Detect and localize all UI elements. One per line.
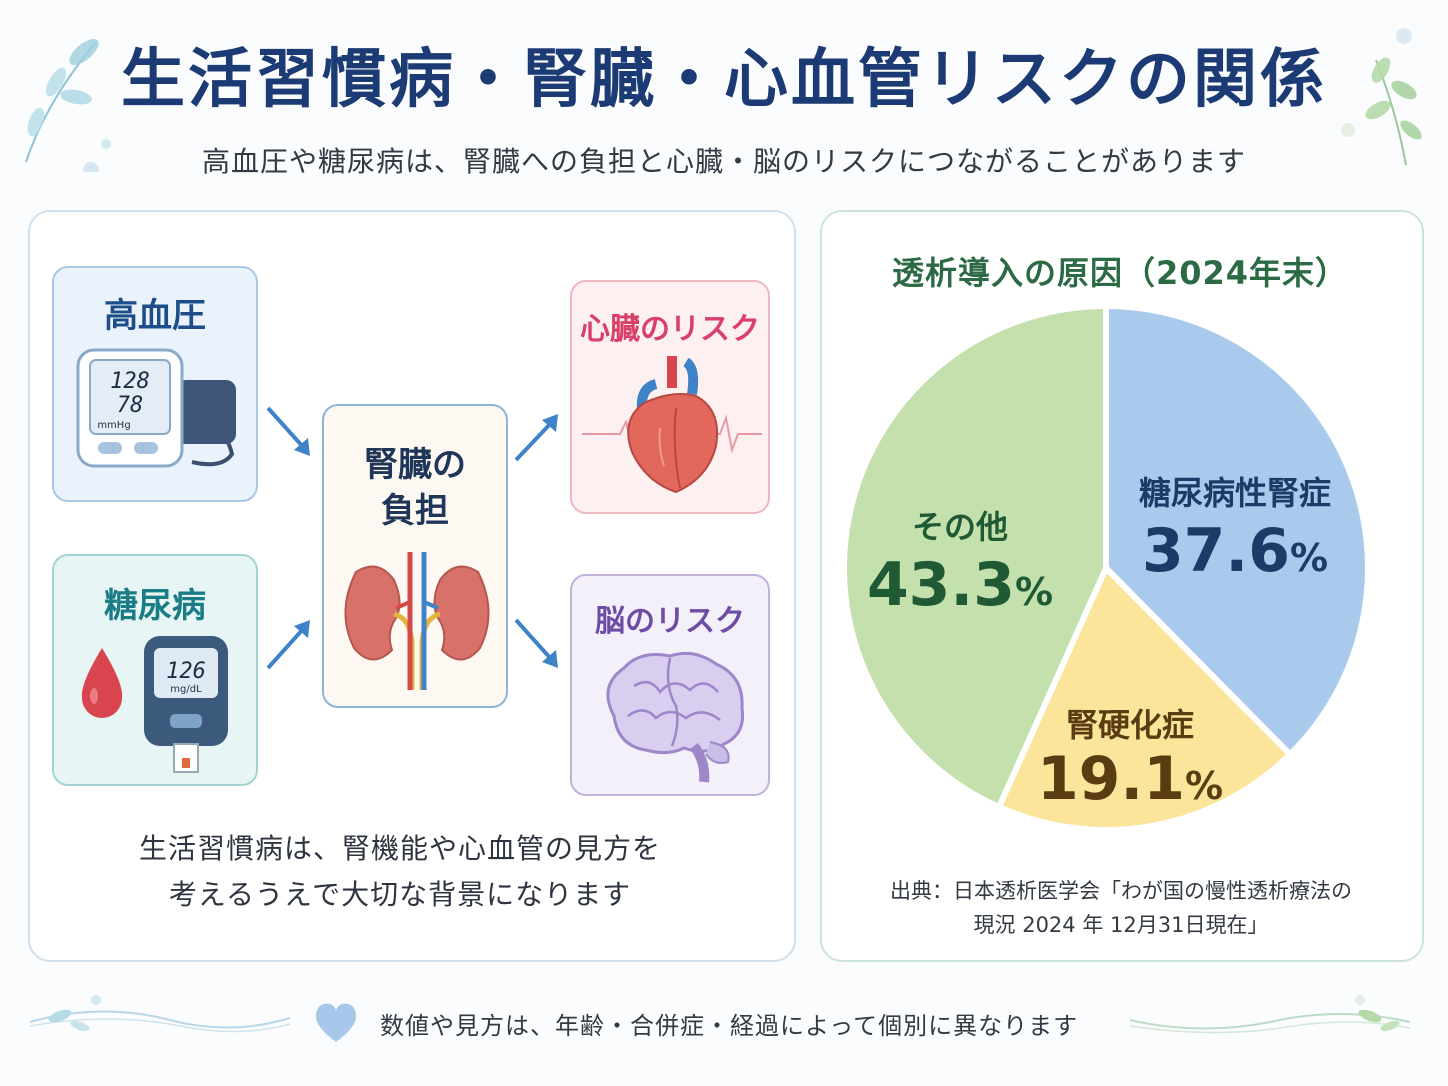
glucose-value: 126 xyxy=(166,659,206,684)
arrow-kidney-to-heart-icon xyxy=(514,414,558,462)
slice-label-diabetic-nephropathy: 糖尿病性腎症 xyxy=(1138,474,1331,512)
heart-risk-label: 心臓のリスク xyxy=(580,312,760,347)
page-subtitle: 高血圧や糖尿病は、腎臓への負担と心臓・脳のリスクにつながることがあります xyxy=(201,145,1246,178)
glucose-meter-icon: 126 mg/dL xyxy=(144,636,228,773)
slice-label-other: その他 xyxy=(911,508,1008,546)
heart-icon xyxy=(582,356,762,494)
brain-icon xyxy=(606,651,745,783)
pie-slice-nephrosclerosis xyxy=(994,562,1295,833)
bp-unit: mmHg xyxy=(97,420,130,431)
footer-note: 数値や見方は、年齢・合併症・経過によって個別に異なります xyxy=(380,1012,1079,1040)
slice-value-nephrosclerosis: 19.1% xyxy=(1036,744,1224,814)
hypertension-label: 高血圧 xyxy=(104,296,206,336)
brain-risk-label: 脳のリスク xyxy=(595,604,745,639)
kidney-burden-card: 腎臓の 負担 xyxy=(322,404,508,708)
pie-chart xyxy=(841,306,1371,833)
slice-value-other: 43.3% xyxy=(866,550,1054,620)
glucose-unit: mg/dL xyxy=(170,684,202,695)
blood-pressure-monitor-icon: 128 78 mmHg xyxy=(76,348,236,468)
lifestyle-disease-note: 生活習慣病は、腎機能や心血管の見方を 考えるうえで大切な背景になります xyxy=(138,832,661,911)
slice-value-diabetic-nephropathy: 37.6% xyxy=(1141,516,1329,586)
footer-vine-right-icon xyxy=(1129,995,1411,1034)
pie-chart-title: 透析導入の原因（2024年末） xyxy=(891,254,1349,292)
hypertension-card: 高血圧 128 78 mmHg xyxy=(52,266,258,502)
source-citation: 出典：日本透析医学会「わが国の慢性透析療法の 現況 2024 年 12月31日現… xyxy=(890,879,1352,937)
diabetes-card: 糖尿病 126 mg/dL xyxy=(52,554,258,786)
arrow-diabetes-to-kidney-icon xyxy=(266,620,310,670)
leaf-decoration-top-right-icon xyxy=(1341,28,1422,166)
kidney-icon xyxy=(344,552,490,690)
systolic-value: 128 xyxy=(110,369,150,394)
brain-risk-card: 脳のリスク xyxy=(570,574,770,796)
footer-vine-left-icon xyxy=(29,995,291,1033)
pie-slice-other xyxy=(841,306,1109,812)
page-title: 生活習慣病・腎臓・心血管リスクの関係 xyxy=(121,43,1327,117)
slice-label-nephrosclerosis: 腎硬化症 xyxy=(1065,706,1194,744)
heart-risk-card: 心臓のリスク xyxy=(570,280,770,514)
leaf-decoration-top-left-icon xyxy=(25,38,111,172)
arrow-hypertension-to-kidney-icon xyxy=(266,406,310,456)
diabetes-label: 糖尿病 xyxy=(104,586,206,626)
heart-icon-footer xyxy=(315,1003,357,1042)
diastolic-value: 78 xyxy=(117,393,144,418)
blood-drop-icon xyxy=(81,648,123,718)
kidney-burden-label: 腎臓の 負担 xyxy=(364,445,466,531)
arrow-kidney-to-brain-icon xyxy=(514,618,558,668)
pie-slice-diabetic-nephropathy xyxy=(1103,306,1371,759)
